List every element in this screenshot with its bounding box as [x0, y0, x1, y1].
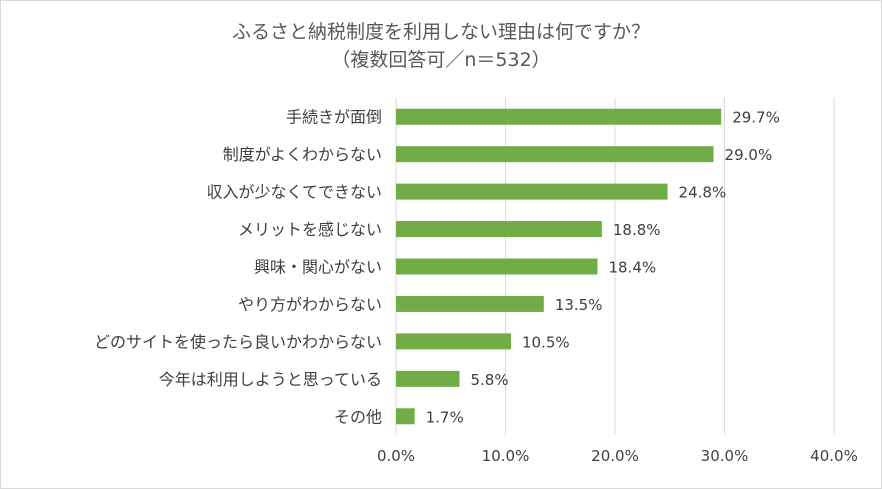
- category-label: 手続きが面倒: [286, 108, 382, 127]
- category-label: メリットを感じない: [238, 220, 382, 239]
- value-label: 18.8%: [613, 221, 661, 239]
- bar-2: [396, 146, 714, 163]
- bar-3: [396, 183, 668, 200]
- value-label: 18.4%: [608, 259, 656, 277]
- chart-title: ふるさと納税制度を利用しない理由は何ですか？: [231, 21, 650, 43]
- bar-5: [396, 258, 598, 275]
- bar-8: [396, 370, 460, 387]
- category-label: その他: [334, 407, 382, 426]
- x-tick-label: 40.0%: [810, 447, 858, 465]
- category-label: 制度がよくわからない: [223, 145, 382, 164]
- value-label: 1.7%: [426, 408, 464, 426]
- bar-7: [396, 333, 511, 350]
- value-label: 29.0%: [725, 146, 773, 164]
- value-label: 5.8%: [471, 371, 509, 389]
- value-label: 29.7%: [732, 109, 780, 127]
- bar-1: [396, 108, 722, 125]
- category-label: やり方がわからない: [238, 295, 382, 314]
- bar-6: [396, 295, 544, 312]
- category-label: どのサイトを使ったら良いかわからない: [94, 332, 382, 351]
- bar-4: [396, 221, 602, 238]
- value-label: 24.8%: [679, 184, 727, 202]
- category-label: 今年は利用しようと思っている: [159, 370, 382, 389]
- bar-9: [396, 408, 415, 425]
- chart-title-block: ふるさと納税制度を利用しない理由は何ですか？ （複数回答可／n＝532）: [0, 18, 882, 74]
- x-tick-label: 10.0%: [482, 447, 530, 465]
- value-label: 13.5%: [555, 296, 603, 314]
- category-label: 興味・関心がない: [254, 258, 382, 277]
- chart-subtitle: （複数回答可／n＝532）: [331, 49, 551, 71]
- x-tick-label: 20.0%: [591, 447, 639, 465]
- category-label: 収入が少なくてできない: [206, 183, 382, 202]
- value-label: 10.5%: [522, 333, 570, 351]
- x-tick-label: 0.0%: [377, 447, 415, 465]
- x-tick-label: 30.0%: [701, 447, 749, 465]
